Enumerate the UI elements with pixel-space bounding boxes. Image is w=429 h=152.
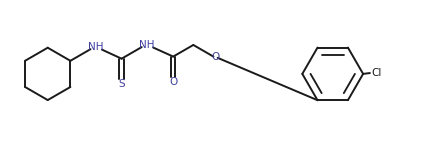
Text: O: O [211,52,220,62]
Text: Cl: Cl [372,68,382,78]
Text: NH: NH [139,40,155,50]
Text: S: S [118,79,125,89]
Text: NH: NH [88,42,104,52]
Text: O: O [169,77,177,87]
